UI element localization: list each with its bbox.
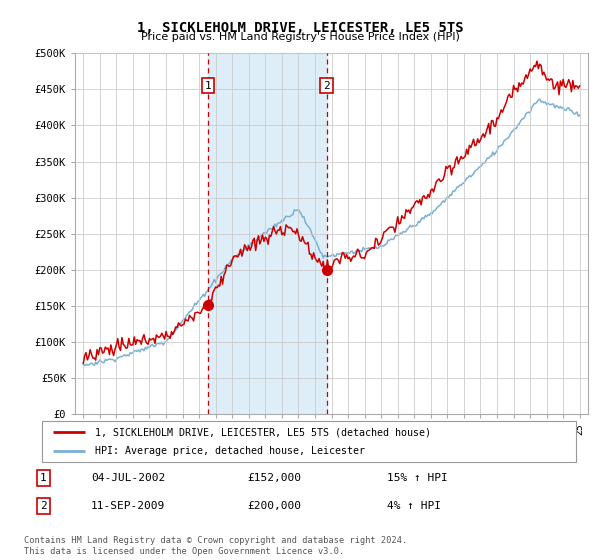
Text: 2: 2 (40, 501, 47, 511)
Text: 15% ↑ HPI: 15% ↑ HPI (387, 473, 448, 483)
Bar (208, 53, 326, 414)
Text: 1, SICKLEHOLM DRIVE, LEICESTER, LE5 5TS: 1, SICKLEHOLM DRIVE, LEICESTER, LE5 5TS (137, 21, 463, 35)
Text: 1: 1 (40, 473, 47, 483)
Text: HPI: Average price, detached house, Leicester: HPI: Average price, detached house, Leic… (95, 446, 365, 456)
FancyBboxPatch shape (42, 421, 576, 462)
Text: Price paid vs. HM Land Registry's House Price Index (HPI): Price paid vs. HM Land Registry's House … (140, 32, 460, 42)
Text: £152,000: £152,000 (247, 473, 301, 483)
Text: 2: 2 (323, 81, 330, 91)
Text: 04-JUL-2002: 04-JUL-2002 (91, 473, 165, 483)
Text: £200,000: £200,000 (247, 501, 301, 511)
Text: 11-SEP-2009: 11-SEP-2009 (91, 501, 165, 511)
Text: 1, SICKLEHOLM DRIVE, LEICESTER, LE5 5TS (detached house): 1, SICKLEHOLM DRIVE, LEICESTER, LE5 5TS … (95, 427, 431, 437)
Text: Contains HM Land Registry data © Crown copyright and database right 2024.
This d: Contains HM Land Registry data © Crown c… (24, 536, 407, 556)
Text: 1: 1 (205, 81, 212, 91)
Text: 4% ↑ HPI: 4% ↑ HPI (387, 501, 440, 511)
